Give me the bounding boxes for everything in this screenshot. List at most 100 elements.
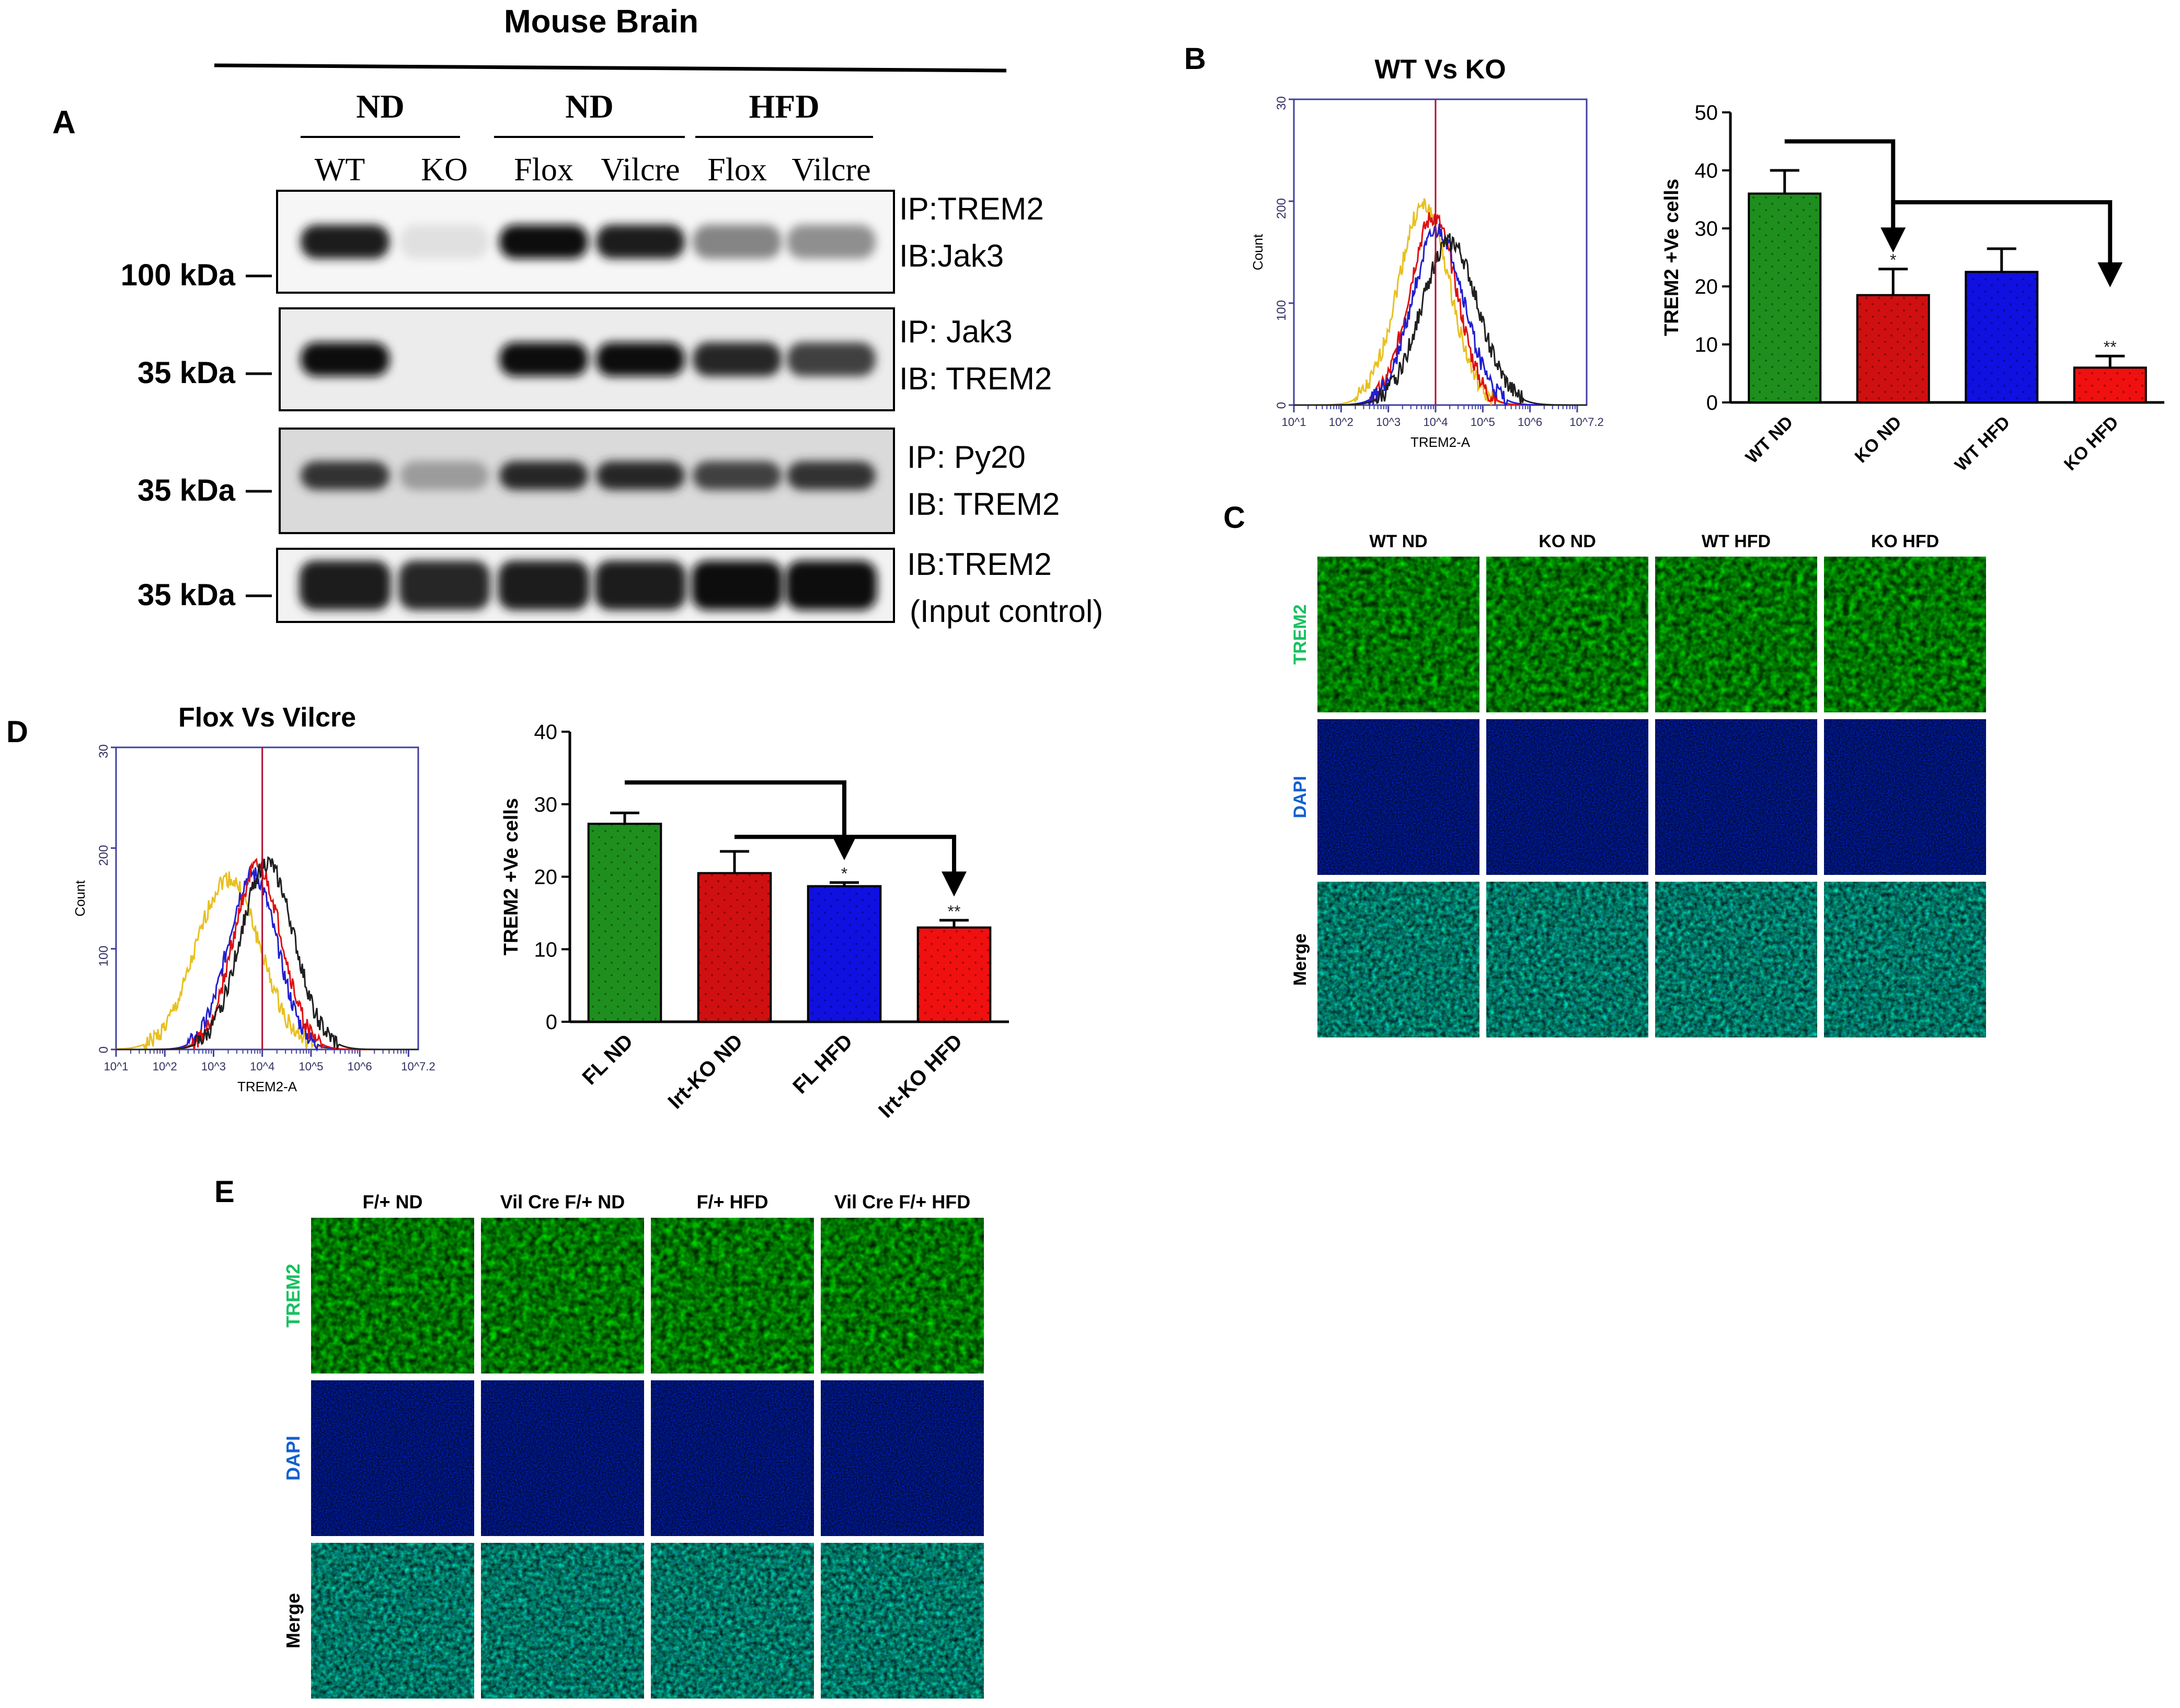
micrograph-signal	[1317, 719, 1479, 875]
y-tick-label: 30	[1695, 217, 1718, 240]
bar-texture	[1966, 272, 2038, 402]
ib-label: IB:Jak3	[899, 238, 1004, 273]
ib-label: IB: TREM2	[907, 487, 1060, 522]
histogram-title: WT Vs KO	[1374, 54, 1506, 85]
comparison-arrow	[625, 780, 857, 860]
y-tick-label: 0	[1275, 402, 1289, 409]
column-label: Vil Cre F/+ ND	[500, 1191, 625, 1213]
bar-texture	[588, 824, 661, 1022]
blot-2	[279, 307, 895, 411]
panel-label-e: E	[214, 1175, 235, 1209]
histogram-flox-vs-vilcre: Flox Vs Vilcre 0 100 200 30 10^1 10^2 10^3 10^4 1…	[72, 702, 435, 1094]
y-tick-label: 20	[1695, 275, 1718, 298]
micrograph-signal	[821, 1380, 984, 1536]
bar	[697, 872, 772, 1023]
y-tick-label: 20	[534, 866, 558, 889]
y-tick-label: 10	[1695, 333, 1718, 356]
micrograph-signal	[1486, 719, 1648, 875]
category-label: WT ND	[1742, 412, 1797, 468]
y-tick-label: 100	[97, 945, 111, 966]
micrograph-tile	[311, 1380, 474, 1536]
blot-band	[499, 342, 588, 376]
x-tick-label: 10^1	[1281, 416, 1306, 429]
micrograph-signal	[481, 1218, 644, 1374]
y-tick-label: 200	[1275, 198, 1289, 219]
blot-band	[301, 461, 389, 490]
category-label: KO ND	[1851, 412, 1906, 467]
group-label: ND	[565, 88, 613, 125]
micrograph-signal	[311, 1543, 474, 1699]
blot-band	[498, 560, 590, 610]
row-label: Merge	[282, 1593, 304, 1648]
bar	[587, 823, 662, 1023]
micrograph-tile	[1824, 557, 1986, 712]
x-tick-label: 10^7.2	[401, 1060, 435, 1073]
x-tick-label: 10^3	[1376, 416, 1401, 429]
micrograph-signal	[651, 1543, 814, 1699]
category-label: Irt-KO HFD	[874, 1030, 967, 1122]
bar-chart-ylabel: TREM2 +Ve cells	[500, 798, 522, 955]
x-tick-label: 10^5	[299, 1060, 323, 1073]
bar	[1965, 271, 2039, 403]
micrograph-tile	[651, 1380, 814, 1536]
blot-band	[301, 342, 389, 376]
histogram-ylabel: Count	[1250, 234, 1266, 270]
blot-band	[787, 461, 876, 490]
x-tick-label: 10^4	[1423, 416, 1448, 429]
micrograph-signal	[821, 1543, 984, 1699]
blot-3	[279, 428, 895, 534]
histogram-title: Flox Vs Vilcre	[178, 702, 356, 733]
western-blot-panel: ND ND HFD WT KO Flox Vilcre Flox Vilcre 100 kDa IP…	[121, 88, 1103, 629]
micrograph-signal	[1824, 882, 1986, 1037]
row-label: Merge	[1290, 933, 1310, 986]
mw-marker-label: 35 kDa	[137, 578, 236, 612]
significance-label: **	[2104, 338, 2117, 356]
blot-band	[787, 342, 876, 376]
bar-chart-ylabel: TREM2 +Ve cells	[1661, 179, 1683, 336]
mw-marker-label: 35 kDa	[137, 474, 236, 507]
blot-band	[499, 225, 588, 259]
ib-label: (Input control)	[910, 594, 1103, 629]
y-tick-label: 0	[1706, 391, 1718, 414]
y-tick-label: 0	[97, 1046, 111, 1053]
mw-marker-label: 100 kDa	[121, 258, 236, 292]
micrograph-tile	[1655, 719, 1817, 875]
panel-label-a: A	[52, 105, 76, 141]
bar	[916, 926, 992, 1023]
lane-label: Flox	[707, 152, 767, 188]
micrograph-signal	[481, 1543, 644, 1699]
blot-band	[691, 560, 783, 610]
y-tick-label: 30	[1275, 96, 1289, 110]
micrograph-tile	[1824, 882, 1986, 1037]
title-rule	[214, 63, 1007, 73]
micrograph-signal	[1486, 557, 1648, 712]
micrograph-signal	[1317, 557, 1479, 712]
comparison-arrow	[1893, 200, 2123, 287]
blot-band	[785, 560, 877, 610]
row-label: TREM2	[282, 1264, 304, 1328]
micrograph-tile	[651, 1218, 814, 1374]
x-tick-label: 10^1	[104, 1060, 128, 1073]
x-tick-label: 10^7.2	[1569, 416, 1603, 429]
blot-band	[400, 225, 489, 259]
blot-band	[693, 461, 782, 490]
histogram-xlabel: TREM2-A	[1410, 434, 1471, 450]
y-tick-label: 40	[1695, 159, 1718, 182]
ip-label: IP: Py20	[907, 440, 1026, 475]
micrograph-tile	[1317, 882, 1479, 1037]
lane-label: Vilcre	[601, 152, 680, 188]
micrograph-tile	[1824, 719, 1986, 875]
comparison-arrow	[735, 835, 967, 897]
ip-label: IP: Jak3	[899, 314, 1013, 349]
micrograph-signal	[1486, 882, 1648, 1037]
column-label: KO ND	[1539, 532, 1596, 551]
comparison-arrow	[1784, 139, 1906, 253]
bar-texture	[698, 873, 771, 1022]
blot-band	[693, 225, 782, 259]
micrograph-tile	[1486, 557, 1648, 712]
bar-chart-b: 0 10 20 30 40 50 TREM2 +Ve cells WT ND * KO ND WT …	[1661, 101, 2164, 475]
blot-band	[596, 342, 685, 376]
ip-label: IB:TREM2	[907, 547, 1052, 582]
micrograph-tile	[481, 1543, 644, 1699]
row-label: DAPI	[282, 1436, 304, 1481]
